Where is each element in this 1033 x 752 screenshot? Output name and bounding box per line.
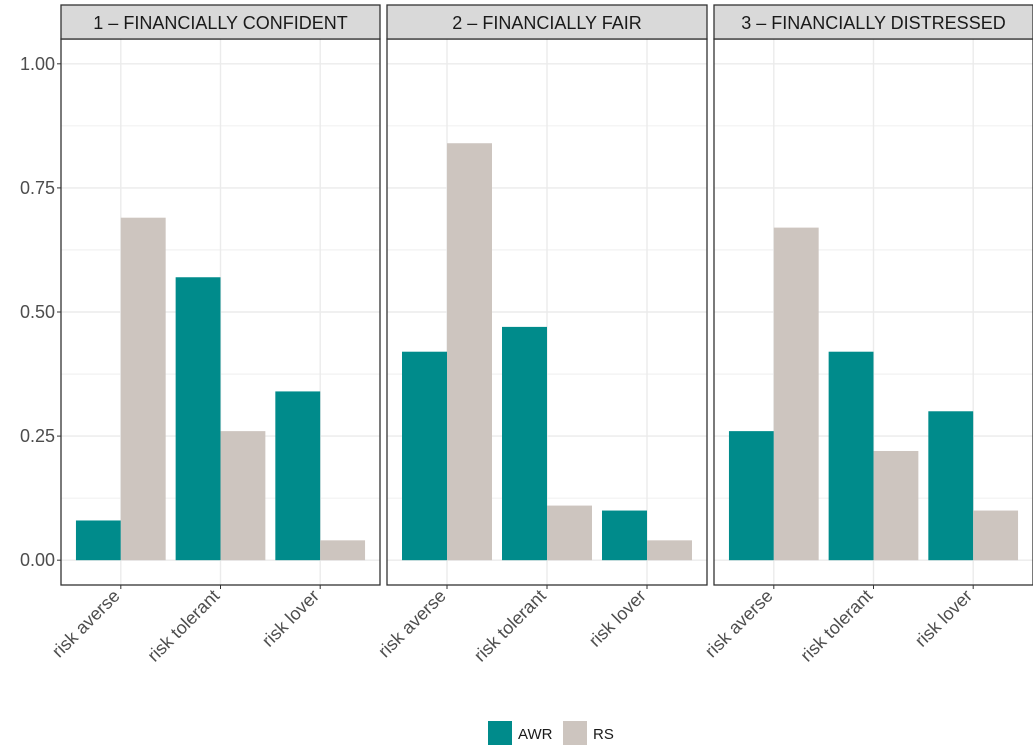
x-tick-label: risk lover: [911, 586, 976, 651]
legend-key-rs: [563, 721, 587, 745]
facet-strip: [60, 4, 381, 40]
bar-awr: [728, 431, 774, 561]
x-tick-label: risk averse: [48, 586, 124, 662]
facet-title: 3 – FINANCIALLY DISTRESSED: [741, 13, 1005, 33]
bar-rs: [220, 431, 266, 561]
x-tick-label: risk tolerant: [796, 586, 876, 666]
bar-rs: [320, 540, 366, 561]
bar-rs: [647, 540, 692, 561]
legend-key-awr: [488, 721, 512, 745]
bar-awr: [828, 351, 874, 561]
x-tick-label: risk lover: [585, 586, 650, 651]
x-tick-label: risk tolerant: [143, 586, 223, 666]
bar-awr: [602, 510, 647, 561]
x-tick-label: risk tolerant: [470, 586, 550, 666]
x-tick-label: risk averse: [374, 586, 450, 662]
bar-awr: [928, 411, 974, 561]
bar-awr: [75, 520, 121, 561]
bar-rs: [773, 227, 819, 561]
x-tick-label: risk averse: [701, 586, 777, 662]
bar-rs: [873, 450, 919, 561]
facet-title: 2 – FINANCIALLY FAIR: [452, 13, 641, 33]
bar-awr: [175, 277, 221, 561]
facet-strip: [386, 4, 708, 40]
bar-rs: [120, 217, 166, 561]
bar-awr: [402, 351, 447, 561]
bar-awr: [275, 391, 321, 561]
facet-title: 1 – FINANCIALLY CONFIDENT: [93, 13, 347, 33]
bar-awr: [502, 326, 547, 561]
legend-label-rs: RS: [593, 726, 614, 743]
bar-rs: [447, 143, 492, 561]
y-tick-label: 0.50: [20, 302, 55, 322]
facet-strip: [713, 4, 1033, 40]
y-tick-label: 0.00: [20, 550, 55, 570]
y-tick-label: 1.00: [20, 54, 55, 74]
y-tick-label: 0.75: [20, 178, 55, 198]
y-tick-label: 0.25: [20, 426, 55, 446]
x-tick-label: risk lover: [258, 586, 323, 651]
legend-label-awr: AWR: [518, 726, 553, 743]
bar-rs: [547, 505, 592, 561]
bar-rs: [973, 510, 1019, 561]
